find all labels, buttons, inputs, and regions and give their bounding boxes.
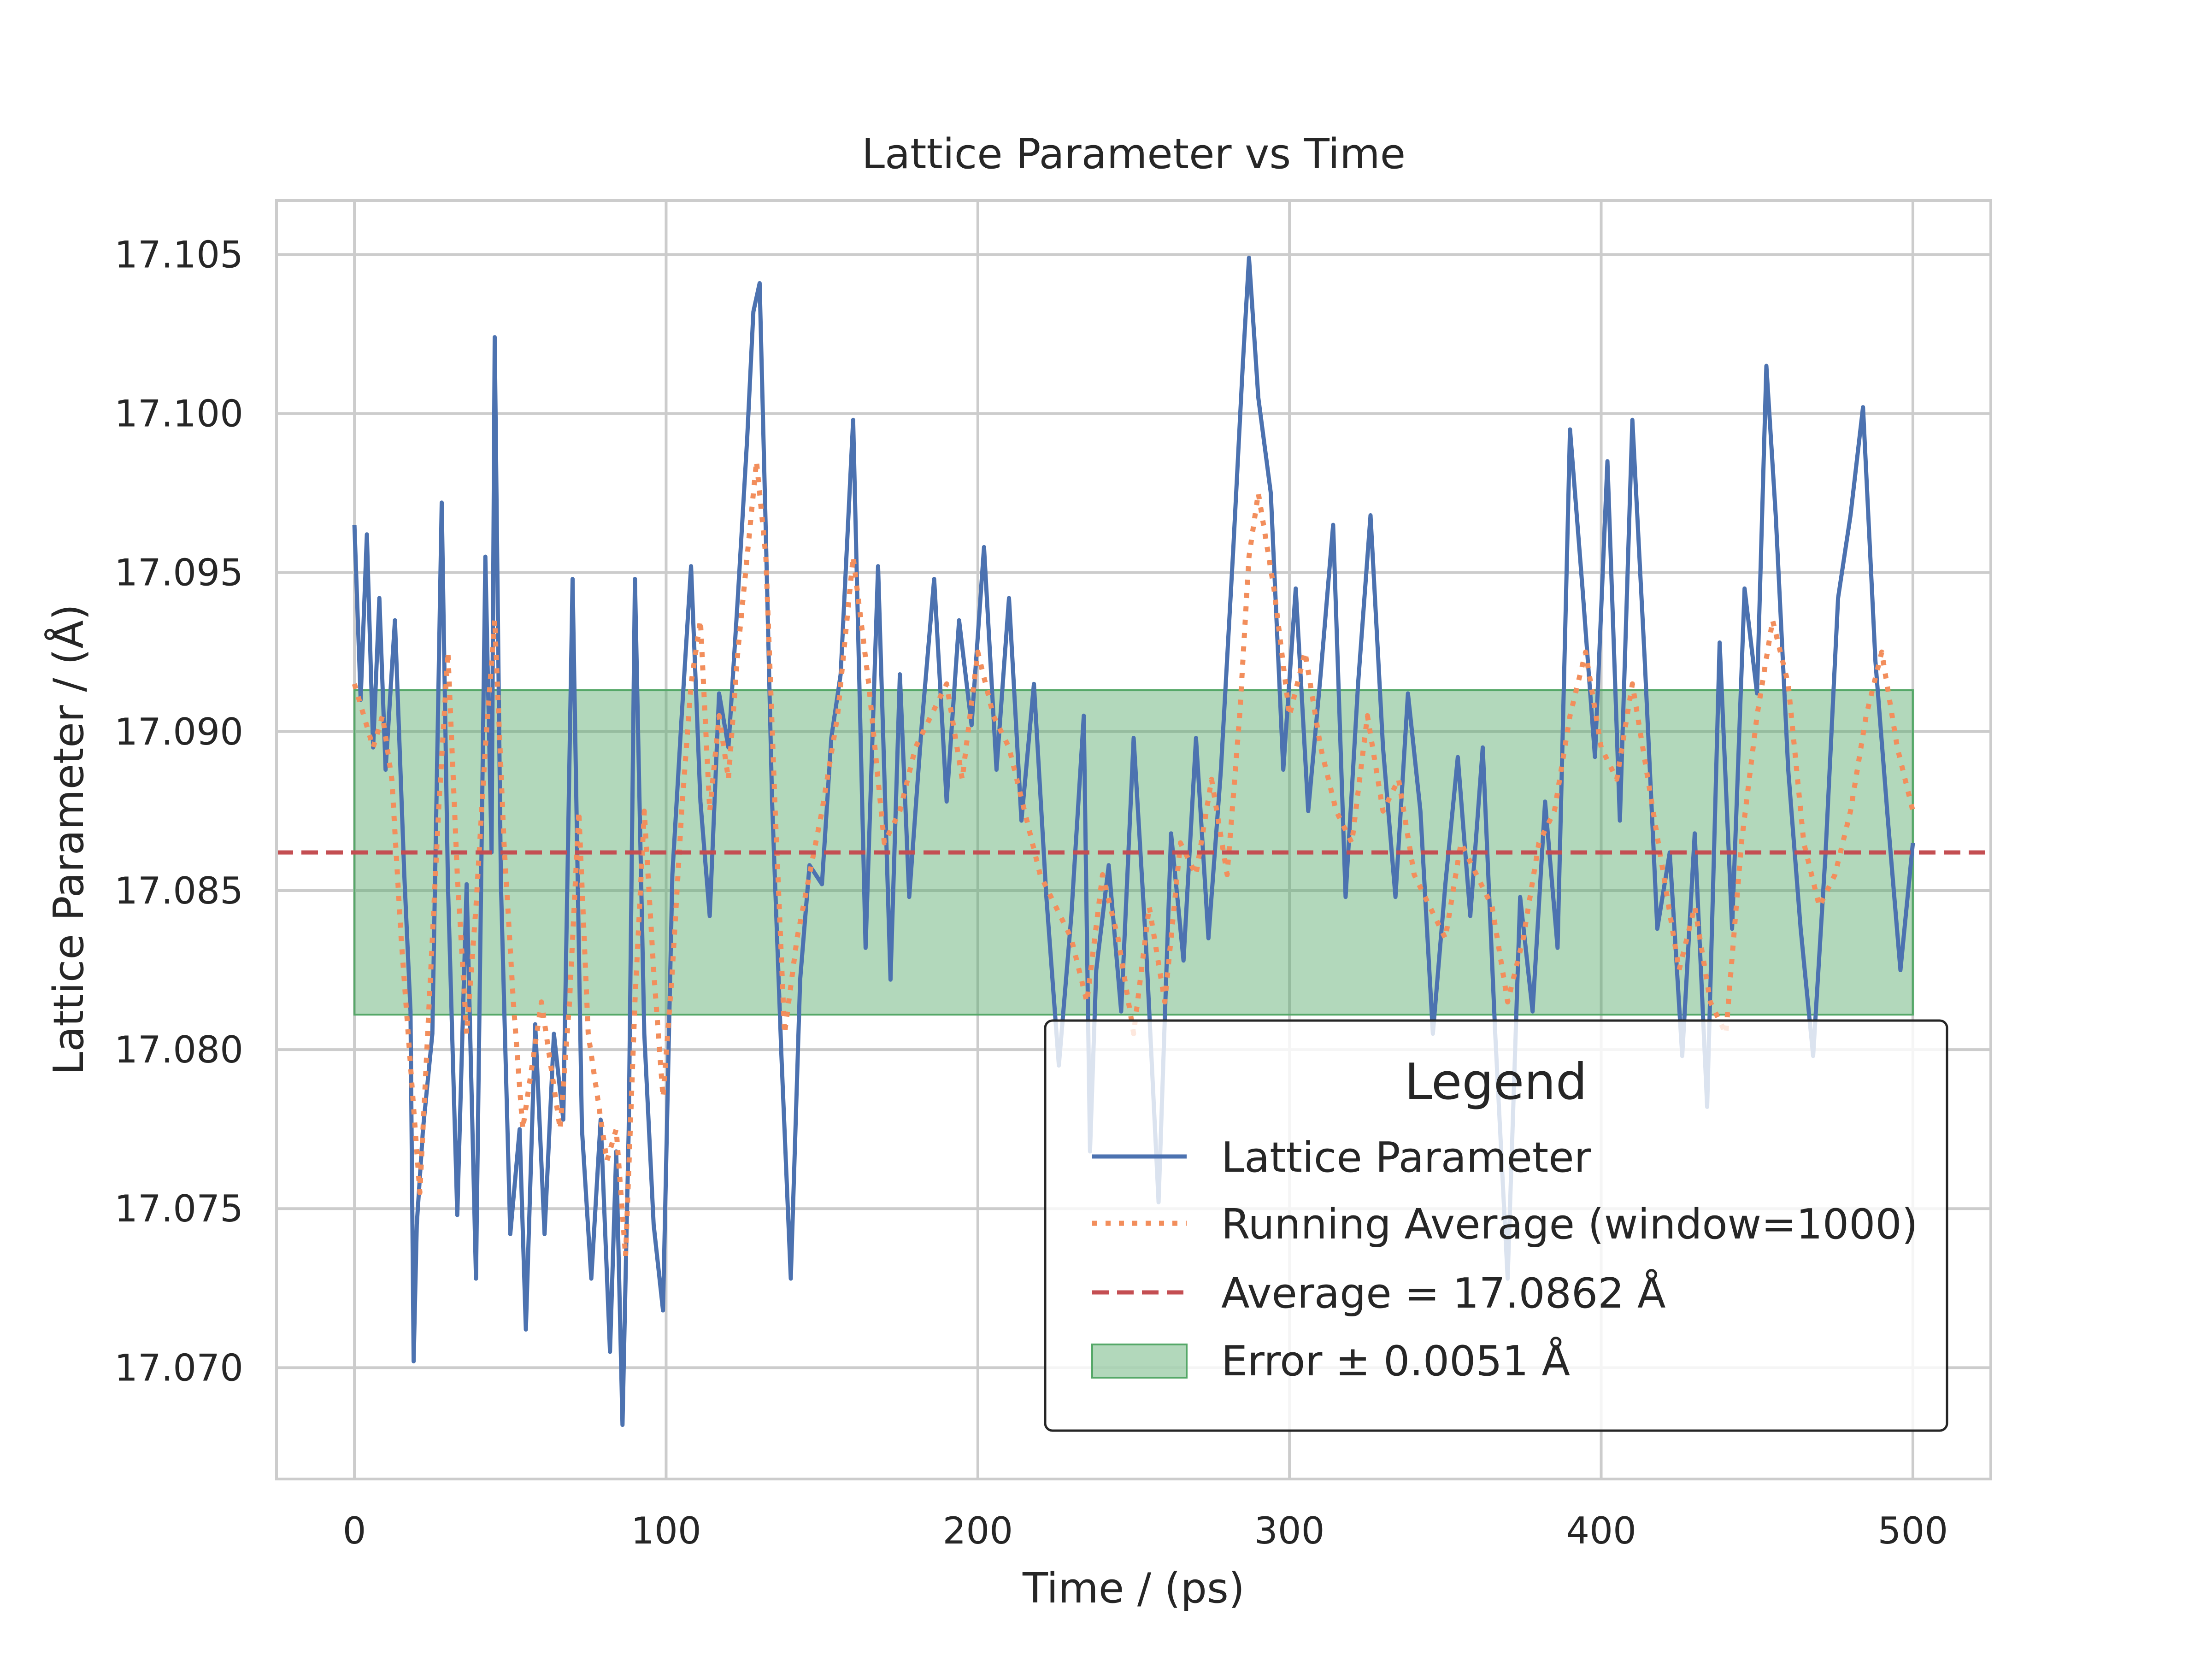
x-tick-label: 400 <box>1566 1509 1636 1552</box>
x-tick-label: 200 <box>942 1509 1013 1552</box>
lattice-parameter-line <box>352 255 1915 1427</box>
y-tick-label: 17.080 <box>114 1028 243 1071</box>
legend-box <box>1044 1019 1948 1432</box>
x-tick-label: 300 <box>1254 1509 1325 1552</box>
legend-title: Legend <box>1405 1053 1588 1111</box>
y-tick-label: 17.095 <box>114 552 243 594</box>
y-tick-label: 17.075 <box>114 1187 243 1230</box>
y-tick-label: 17.105 <box>114 233 243 276</box>
legend-label-lattice: Lattice Parameter <box>1221 1133 1591 1182</box>
series-layer <box>352 255 1916 1427</box>
legend-label-average: Average = 17.0862 Å <box>1221 1268 1666 1318</box>
y-tick-label: 17.070 <box>114 1346 243 1389</box>
y-tick-label: 17.090 <box>114 710 243 753</box>
x-tick-label: 0 <box>343 1509 366 1552</box>
x-ticks: 0 100 200 300 400 500 <box>343 1509 1948 1552</box>
x-tick-label: 100 <box>631 1509 701 1552</box>
running-average-line <box>352 458 1916 1259</box>
y-axis-label: Lattice Parameter / (Å) <box>44 604 93 1075</box>
plot-frame <box>275 199 1992 1480</box>
y-tick-label: 17.085 <box>114 869 243 912</box>
x-axis-label: Time / (ps) <box>1022 1564 1245 1613</box>
legend-swatch-error <box>1091 1344 1188 1379</box>
chart-title: Lattice Parameter vs Time <box>862 130 1406 178</box>
legend: Legend Lattice Parameter Running Average… <box>1044 1019 1948 1432</box>
x-tick-label: 500 <box>1878 1509 1948 1552</box>
legend-label-error: Error ± 0.0051 Å <box>1221 1336 1570 1385</box>
y-tick-label: 17.100 <box>114 393 243 435</box>
y-ticks: 17.070 17.075 17.080 17.085 17.090 17.095 17.1… <box>114 233 243 1389</box>
legend-label-running-average: Running Average (window=1000) <box>1221 1200 1918 1249</box>
